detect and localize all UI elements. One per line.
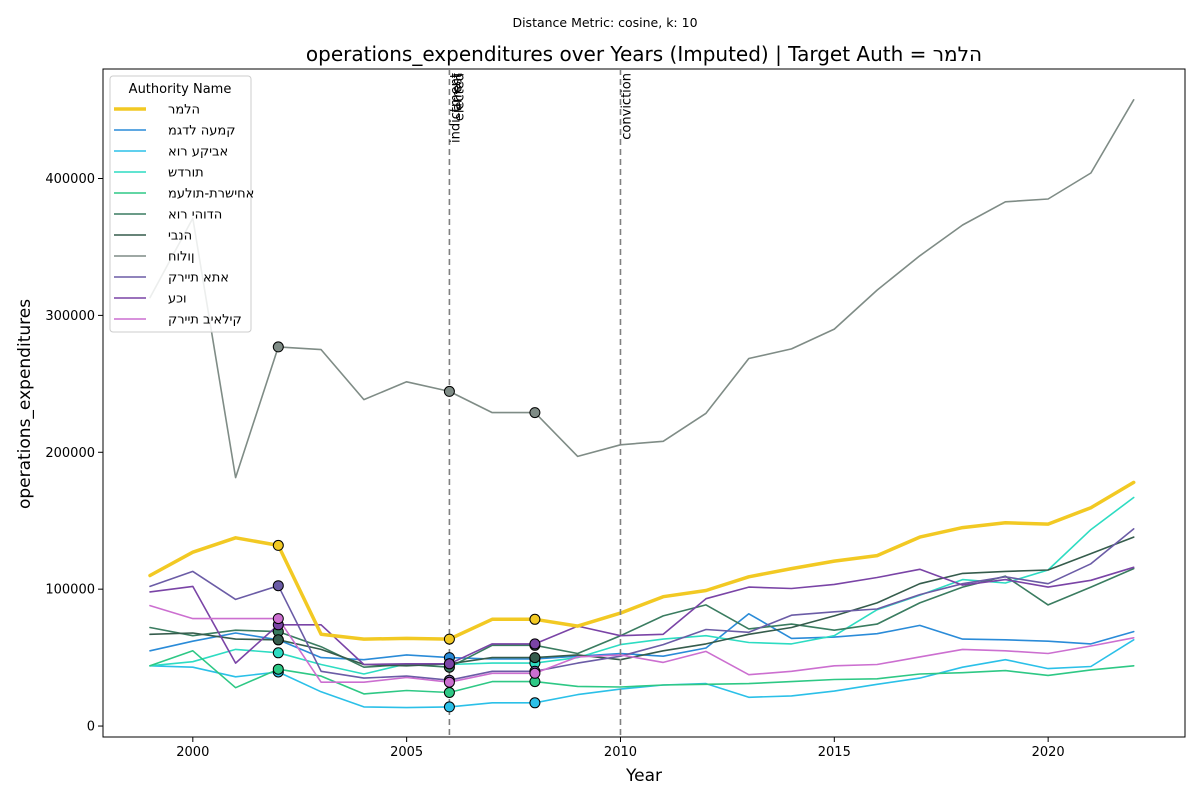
series-marker xyxy=(529,697,541,709)
series-line xyxy=(149,566,1135,666)
legend-label: וכע xyxy=(168,292,187,307)
legend-label: הנבי xyxy=(168,229,192,244)
series-marker xyxy=(272,663,284,675)
series-marker xyxy=(272,341,284,353)
x-tick-label: 2015 xyxy=(818,745,851,760)
event-label: indictment xyxy=(448,73,463,143)
series-marker xyxy=(443,676,455,688)
legend-label: קילאיב תיירק xyxy=(168,313,242,328)
series-marker xyxy=(272,539,284,551)
series-line xyxy=(149,638,1135,709)
series-line xyxy=(149,99,1135,479)
chart-legend: Authority Name הלמר קמעה לדגמ אביקע רוא תורד… xyxy=(109,75,254,333)
event-label: arrest xyxy=(450,73,465,111)
y-tick-label: 400000 xyxy=(45,172,95,187)
legend-label: ןולוח xyxy=(168,250,195,265)
legend-label: אחישרת-תולעמ xyxy=(168,187,254,202)
event-label: elected xyxy=(452,73,467,121)
series-marker xyxy=(529,667,541,679)
x-tick-label: 2010 xyxy=(604,745,637,760)
legend-title: Authority Name xyxy=(129,82,232,97)
series-marker xyxy=(272,647,284,659)
series-marker xyxy=(272,634,284,646)
series-marker xyxy=(272,613,284,625)
y-tick-label: 300000 xyxy=(45,309,95,324)
series-line xyxy=(149,528,1135,682)
series-line xyxy=(148,480,1136,641)
x-tick-label: 2005 xyxy=(390,745,423,760)
x-tick-label: 2020 xyxy=(1032,745,1065,760)
series-line xyxy=(149,496,1135,675)
series-line xyxy=(149,567,1135,669)
y-tick-label: 100000 xyxy=(45,583,95,598)
series-line xyxy=(149,649,1135,695)
event-label: conviction xyxy=(619,73,634,140)
y-axis-label: operations_expenditures xyxy=(15,299,35,509)
legend-frame xyxy=(109,75,252,333)
y-axis: 0 100000 200000 300000 400000 xyxy=(45,172,103,735)
series-marker xyxy=(443,658,455,670)
series-marker xyxy=(443,687,455,698)
series-marker xyxy=(529,407,541,419)
series-marker xyxy=(443,633,455,645)
legend-label: הדוהי רוא xyxy=(168,208,222,223)
series-marker xyxy=(529,638,541,650)
legend-label: הלמר xyxy=(168,103,200,118)
y-tick-label: 200000 xyxy=(45,446,95,461)
chart-suptitle: Distance Metric: cosine, k: 10 xyxy=(512,15,697,30)
legend-label: אתא תיירק xyxy=(168,271,229,286)
series-marker xyxy=(529,652,541,664)
legend-label: אביקע רוא xyxy=(168,145,228,160)
x-axis-label: Year xyxy=(625,766,662,786)
legend-label: קמעה לדגמ xyxy=(168,124,236,139)
series-marker xyxy=(529,613,541,625)
series-marker xyxy=(443,385,455,397)
chart-title: operations_expenditures over Years (Impu… xyxy=(306,42,982,66)
series-line xyxy=(149,536,1135,667)
x-axis: 2000 2005 2010 2015 2020 xyxy=(176,737,1065,760)
x-tick-label: 2000 xyxy=(176,745,209,760)
y-tick-label: 0 xyxy=(87,720,95,735)
neighbor-markers xyxy=(272,341,541,713)
series-marker xyxy=(272,580,284,592)
series-marker xyxy=(443,701,455,713)
series-lines xyxy=(148,99,1136,709)
series-line xyxy=(149,604,1135,684)
legend-label: תורדש xyxy=(168,166,204,181)
